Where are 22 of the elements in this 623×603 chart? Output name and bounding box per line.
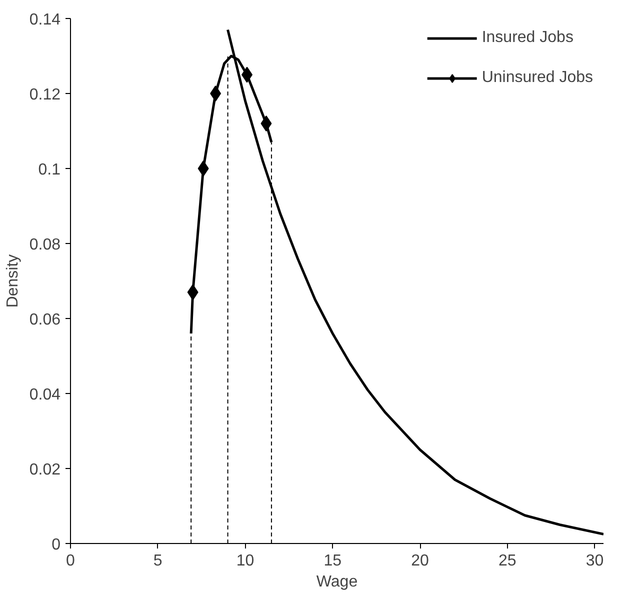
y-tick-label: 0.06 (29, 312, 61, 328)
legend-label: Uninsured Jobs (482, 69, 593, 87)
x-tick-label: 10 (236, 552, 254, 570)
point (210, 86, 222, 102)
x-tick-label: 5 (153, 552, 162, 570)
y-tick-label: 0.04 (29, 386, 61, 404)
y-tick-label: 0.14 (29, 12, 61, 28)
x-axis-title: Wage (316, 574, 358, 590)
x-tick-label: 15 (324, 552, 342, 570)
point (198, 160, 209, 176)
y-tick-label: 0.08 (29, 236, 61, 254)
x-tick-label: 25 (498, 552, 516, 570)
y-axis-title: Density (4, 254, 22, 308)
y-tick-label: 0.12 (29, 86, 61, 104)
x-tick-label: 30 (586, 552, 604, 570)
point (260, 116, 272, 132)
y-tick-label: 0 (52, 536, 61, 554)
legend-label: Insured Jobs (482, 29, 574, 47)
x-tick-label: 0 (66, 552, 76, 570)
y-tick-label: 0.02 (29, 462, 61, 478)
x-tick-label: 20 (411, 552, 430, 570)
y-tick-label: 0.1 (38, 162, 61, 178)
